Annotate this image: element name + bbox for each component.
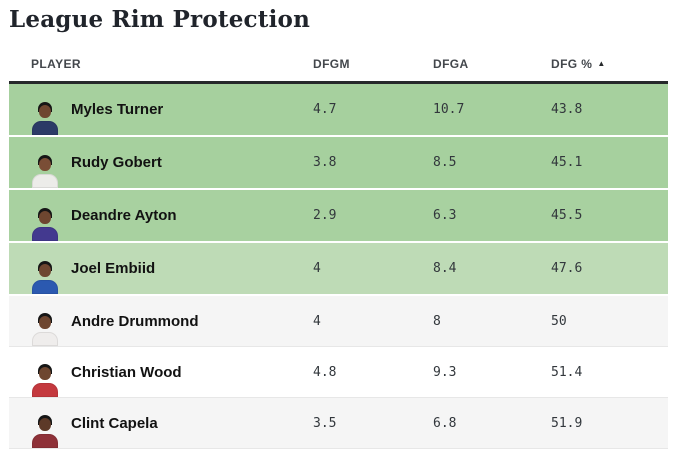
- dfg-pct-value: 47.6: [551, 261, 583, 276]
- player-avatar: [31, 360, 59, 397]
- player-name: Clint Capela: [71, 414, 158, 432]
- table-row: Deandre Ayton 2.9 6.3 45.5: [9, 190, 668, 241]
- column-header-dfg-pct[interactable]: DFG % ▲: [551, 57, 668, 71]
- table-row: Andre Drummond 4 8 50: [9, 296, 668, 347]
- column-header-dfg-pct-label: DFG %: [551, 57, 593, 71]
- player-name: Andre Drummond: [71, 312, 199, 330]
- player-avatar: [31, 98, 59, 135]
- player-name: Rudy Gobert: [71, 154, 162, 171]
- dfgm-value: 4.7: [313, 102, 337, 117]
- dfga-value: 8.4: [433, 261, 457, 276]
- dfg-pct-value: 51.9: [551, 415, 583, 431]
- dfgm-value: 4: [313, 261, 321, 276]
- player-avatar: [31, 309, 59, 346]
- table-row: Myles Turner 4.7 10.7 43.8: [9, 84, 668, 135]
- dfga-value: 9.3: [433, 364, 457, 380]
- player-avatar: [31, 204, 59, 241]
- player-avatar: [31, 257, 59, 294]
- column-header-dfgm-label: DFGM: [313, 57, 350, 71]
- column-header-player[interactable]: PLAYER: [9, 57, 313, 71]
- table-row: Christian Wood 4.8 9.3 51.4: [9, 347, 668, 398]
- dfgm-value: 3.8: [313, 155, 337, 170]
- player-cell: Deandre Ayton: [9, 190, 313, 241]
- dfga-value: 8.5: [433, 155, 457, 170]
- sort-ascending-icon: ▲: [597, 59, 606, 68]
- dfga-value: 6.8: [433, 415, 457, 431]
- dfg-pct-value: 50: [551, 313, 567, 329]
- dfg-pct-value: 45.1: [551, 155, 583, 170]
- column-header-player-label: PLAYER: [31, 57, 81, 71]
- player-name: Deandre Ayton: [71, 207, 177, 224]
- page-title: League Rim Protection: [9, 6, 310, 33]
- player-cell: Andre Drummond: [9, 296, 313, 346]
- player-name: Christian Wood: [71, 363, 182, 381]
- dfg-pct-value: 43.8: [551, 102, 583, 117]
- table-row: Rudy Gobert 3.8 8.5 45.1: [9, 137, 668, 188]
- table-header-row: PLAYER DFGM DFGA DFG % ▲: [9, 34, 668, 84]
- column-header-dfga[interactable]: DFGA: [433, 57, 551, 71]
- dfg-pct-value: 45.5: [551, 208, 583, 223]
- column-header-dfga-label: DFGA: [433, 57, 469, 71]
- player-avatar: [31, 411, 59, 448]
- column-header-dfgm[interactable]: DFGM: [313, 57, 433, 71]
- player-avatar: [31, 151, 59, 188]
- player-cell: Joel Embiid: [9, 243, 313, 294]
- table-row: Joel Embiid 4 8.4 47.6: [9, 243, 668, 294]
- dfga-value: 8: [433, 313, 441, 329]
- player-cell: Rudy Gobert: [9, 137, 313, 188]
- player-name: Joel Embiid: [71, 260, 156, 277]
- dfgm-value: 4.8: [313, 364, 337, 380]
- page: League Rim Protection PLAYER DFGM DFGA D…: [9, 6, 668, 449]
- player-cell: Myles Turner: [9, 84, 313, 135]
- dfgm-value: 4: [313, 313, 321, 329]
- table-row: Clint Capela 3.5 6.8 51.9: [9, 398, 668, 449]
- dfgm-value: 2.9: [313, 208, 337, 223]
- player-cell: Clint Capela: [9, 398, 313, 448]
- dfgm-value: 3.5: [313, 415, 337, 431]
- player-cell: Christian Wood: [9, 347, 313, 397]
- player-name: Myles Turner: [71, 101, 164, 118]
- dfg-pct-value: 51.4: [551, 364, 583, 380]
- dfga-value: 6.3: [433, 208, 457, 223]
- dfga-value: 10.7: [433, 102, 465, 117]
- rim-protection-table: PLAYER DFGM DFGA DFG % ▲ Myles Turner 4.…: [9, 34, 668, 449]
